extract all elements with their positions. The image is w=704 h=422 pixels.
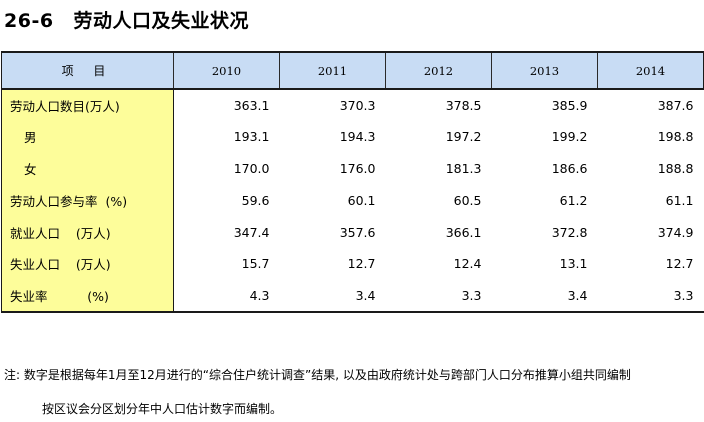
year-header: 2012	[385, 51, 492, 90]
value-cell: 199.2	[551, 129, 588, 145]
value-cell: 3.4	[279, 279, 386, 313]
value-cell: 366.1	[445, 224, 482, 240]
value-cell: 3.3	[385, 279, 492, 313]
value-cell: 59.6	[241, 192, 270, 208]
value-cell: 197.2	[445, 129, 482, 145]
value-cell: 181.3	[445, 160, 482, 176]
labour-force-table: 项 目 2010 2011 2012 2013 2014 劳动人口数目(万人) 3…	[1, 51, 704, 313]
table-row: 失业人口 (万人) 15.7 12.7 12.4 13.1 12.7	[1, 247, 704, 280]
value-cell: 198.8	[657, 129, 694, 145]
table-row: 女 170.0 176.0 181.3 186.6 188.8	[1, 152, 704, 185]
value-cell: 4.3	[173, 279, 280, 313]
value-cell: 12.7	[347, 256, 376, 272]
value-cell: 374.9	[657, 224, 694, 240]
table-row: 劳动人口参与率 (%) 59.6 60.1 60.5 61.2 61.1	[1, 184, 704, 217]
value-cell: 357.6	[339, 224, 376, 240]
value-cell: 15.7	[241, 256, 270, 272]
value-cell: 176.0	[339, 160, 376, 176]
value-cell: 194.3	[339, 129, 376, 145]
table-row: 男 193.1 194.3 197.2 199.2 198.8	[1, 120, 704, 153]
footnote-continuation: 按区议会分区划分年中人口估计数字而编制。	[42, 402, 283, 416]
value-cell: 387.6	[657, 97, 694, 113]
table-row: 劳动人口数目(万人) 363.1 370.3 378.5 385.9 387.6	[1, 89, 704, 121]
row-label: 女	[1, 152, 174, 185]
table-header-row: 项 目 2010 2011 2012 2013 2014	[1, 51, 704, 90]
year-header: 2011	[279, 51, 386, 90]
page-title: 26-6 劳动人口及失业状况	[4, 6, 249, 33]
value-cell: 3.3	[597, 279, 704, 313]
value-cell: 370.3	[339, 97, 376, 113]
item-header: 项 目	[1, 51, 174, 90]
value-cell: 61.2	[559, 192, 588, 208]
row-label: 劳动人口数目(万人)	[1, 89, 174, 121]
row-label: 就业人口 (万人)	[1, 216, 174, 248]
table-body: 劳动人口数目(万人) 363.1 370.3 378.5 385.9 387.6 男 193.…	[1, 89, 704, 313]
value-cell: 13.1	[559, 256, 588, 272]
value-cell: 347.4	[233, 224, 270, 240]
row-label: 失业率 (%)	[1, 279, 174, 313]
table-number: 26-6	[4, 10, 54, 32]
value-cell: 372.8	[551, 224, 588, 240]
value-cell: 378.5	[445, 97, 482, 113]
value-cell: 3.4	[491, 279, 598, 313]
value-cell: 385.9	[551, 97, 588, 113]
value-cell: 12.4	[453, 256, 482, 272]
footnote: 注: 数字是根据每年1月至12月进行的“综合住户统计调查”结果, 以及由政府统计…	[4, 368, 631, 382]
row-label: 男	[1, 120, 174, 153]
year-header: 2013	[491, 51, 598, 90]
value-cell: 363.1	[233, 97, 270, 113]
year-header: 2010	[173, 51, 280, 90]
value-cell: 186.6	[551, 160, 588, 176]
value-cell: 60.5	[453, 192, 482, 208]
row-label: 劳动人口参与率 (%)	[1, 184, 174, 217]
value-cell: 188.8	[657, 160, 694, 176]
value-cell: 170.0	[233, 160, 270, 176]
table-title: 劳动人口及失业状况	[73, 10, 250, 32]
row-label: 失业人口 (万人)	[1, 247, 174, 280]
value-cell: 61.1	[665, 192, 694, 208]
table-row: 失业率 (%) 4.3 3.4 3.3 3.4 3.3	[1, 279, 704, 313]
value-cell: 12.7	[665, 256, 694, 272]
year-header: 2014	[597, 51, 704, 90]
table-row: 就业人口 (万人) 347.4 357.6 366.1 372.8 374.9	[1, 216, 704, 248]
value-cell: 60.1	[347, 192, 376, 208]
value-cell: 193.1	[233, 129, 270, 145]
